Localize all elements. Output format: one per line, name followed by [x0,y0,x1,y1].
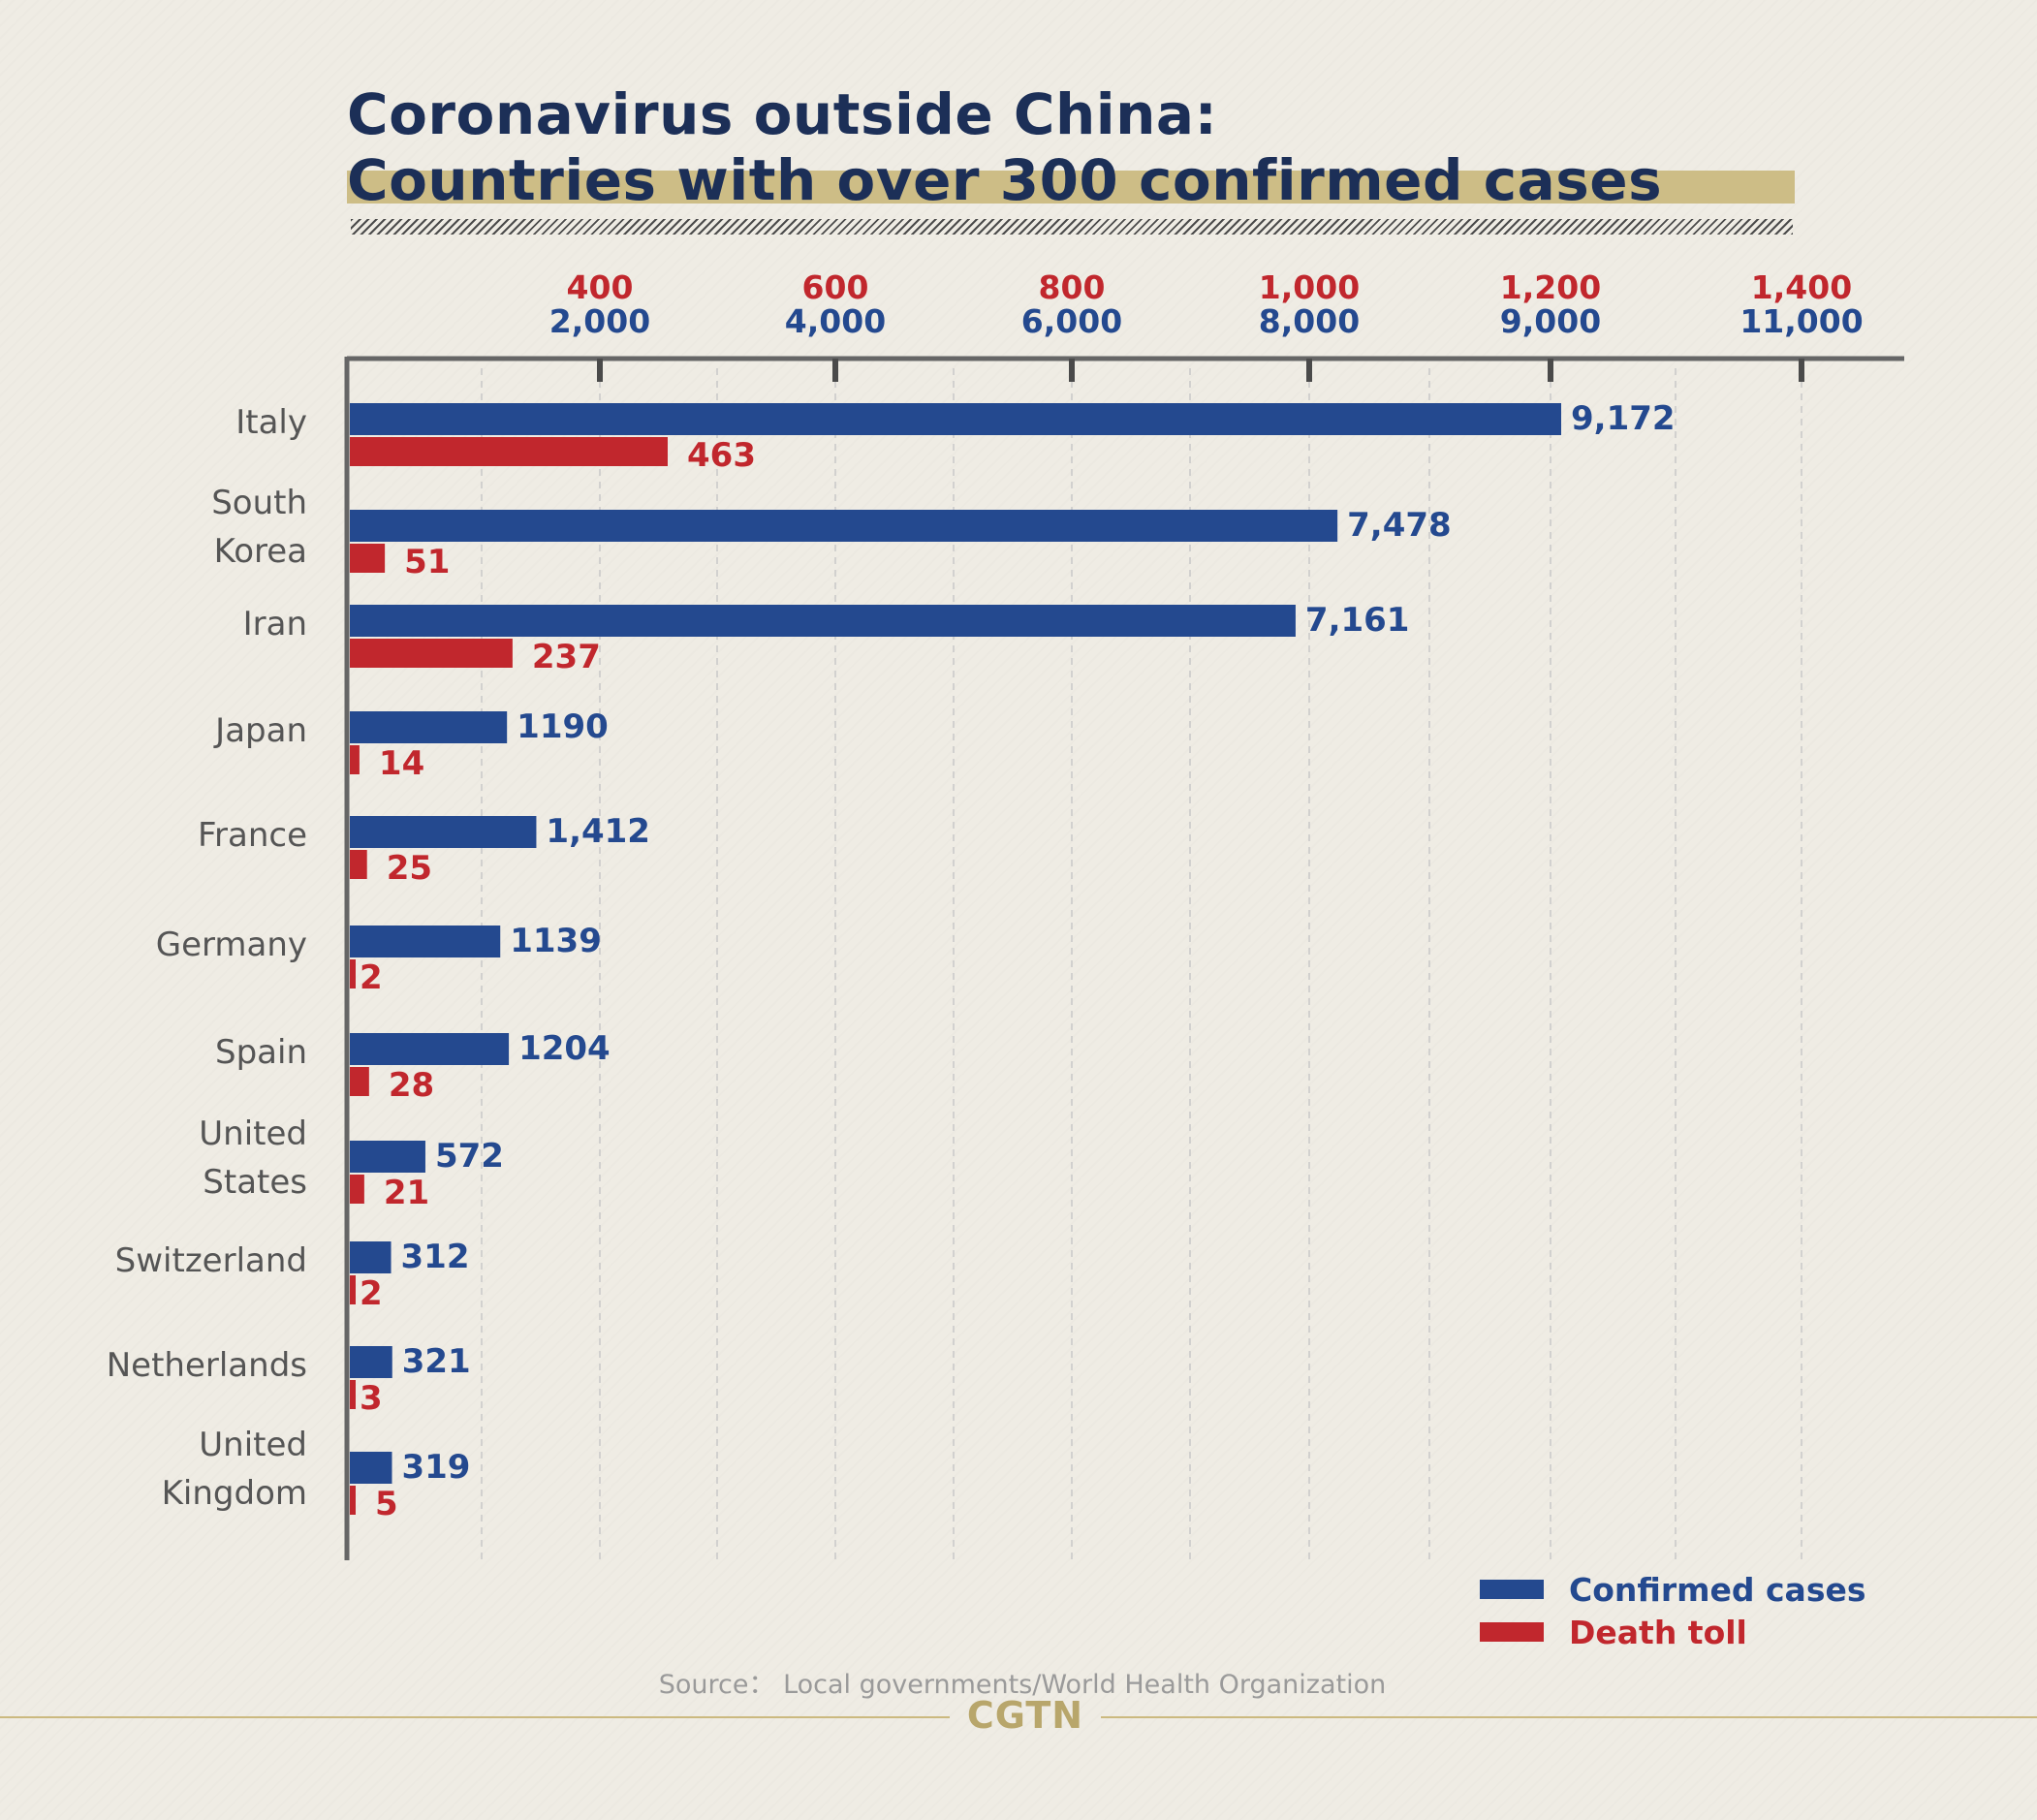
chart-title-line2: Countries with over 300 confirmed cases [347,147,1663,213]
category-label: Netherlands [107,1346,307,1385]
bar-death [350,1380,356,1409]
chart-title-line1: Coronavirus outside China: [347,81,1218,147]
bar-death [350,437,668,466]
data-label-death: 5 [375,1485,398,1523]
brand-logo: CGTN [966,1694,1084,1737]
bar-confirmed [350,1033,510,1065]
tick-label-death-scale: 1,200 [1500,268,1601,306]
category-label: Iran [243,605,307,643]
axes: 4002,0006004,0008006,0001,0008,0001,2009… [344,268,1904,1560]
data-label-death: 237 [532,638,601,676]
category-label: Germany [156,926,307,964]
category-label: South Korea [211,484,307,571]
data-label-confirmed: 319 [401,1448,470,1487]
legend-swatch-death [1480,1622,1544,1642]
bar-death [350,1175,364,1204]
data-label-death: 2 [360,1274,383,1313]
bar-death [350,745,360,774]
tick-label-death-scale: 1,400 [1751,268,1852,306]
tick-label-confirmed-scale: 2,000 [549,302,650,340]
grid-lines [481,368,1802,1560]
data-label-confirmed: 9,172 [1571,399,1676,438]
tick-label-confirmed-scale: 11,000 [1739,302,1863,340]
data-label-confirmed: 1,412 [546,812,650,851]
data-label-death: 2 [360,958,383,997]
data-label-confirmed: 1190 [517,707,609,746]
data-label-confirmed: 1204 [518,1029,611,1068]
legend-swatch-confirmed [1480,1580,1544,1599]
bar-death [350,1275,356,1304]
bar-confirmed [350,605,1296,637]
bar-death [350,639,513,668]
labels: 9,172 463 Italy 7,478 51 South Korea 7,161 237 Ir… [107,399,1676,1523]
data-label-confirmed: 7,478 [1347,506,1452,545]
tick-label-confirmed-scale: 6,000 [1021,302,1122,340]
data-label-confirmed: 312 [401,1238,470,1276]
bar-death [350,850,367,879]
category-label: France [198,816,307,855]
bar-death [350,959,356,988]
bar-confirmed [350,926,501,957]
legend-label-death: Death toll [1569,1613,1747,1651]
footer-rule-right [1101,1716,2037,1718]
bar-confirmed [350,816,537,848]
bar-confirmed [350,403,1561,435]
bar-confirmed [350,1346,392,1378]
data-label-death: 463 [687,436,756,475]
data-label-death: 51 [404,543,450,581]
category-label: United States [199,1114,307,1202]
bar-confirmed [350,1241,392,1273]
tick-label-confirmed-scale: 8,000 [1259,302,1360,340]
tick-label-confirmed-scale: 4,000 [785,302,886,340]
category-label: Japan [213,711,307,750]
data-label-confirmed: 1139 [510,922,602,960]
tick-label-death-scale: 800 [1039,268,1106,306]
category-label: Switzerland [115,1241,307,1280]
category-label: Spain [215,1033,307,1072]
bar-confirmed [350,510,1338,542]
legend-item-confirmed: Confirmed cases [1480,1570,1866,1609]
tick-label-death-scale: 600 [802,268,869,306]
bar-confirmed [350,711,508,743]
data-label-death: 28 [389,1066,434,1105]
bars [350,403,1561,1515]
tick-label-death-scale: 1,000 [1259,268,1360,306]
source-note: Source： Local governments/World Health O… [658,1670,1387,1700]
data-label-death: 25 [387,849,432,888]
legend-label-confirmed: Confirmed cases [1569,1570,1866,1609]
bar-confirmed [350,1452,392,1484]
title-highlight-bar [347,171,1795,204]
data-label-death: 14 [379,744,424,783]
data-label-death: 3 [360,1379,383,1418]
legend-item-death: Death toll [1480,1613,1747,1651]
category-label: United Kingdom [162,1426,307,1513]
tick-label-confirmed-scale: 9,000 [1500,302,1601,340]
bar-death [350,1486,356,1515]
data-label-confirmed: 7,161 [1305,601,1410,640]
data-label-confirmed: 321 [402,1342,471,1381]
bar-confirmed [350,1141,425,1173]
data-label-confirmed: 572 [435,1137,504,1176]
tick-label-death-scale: 400 [567,268,634,306]
bar-death [350,544,386,573]
title-hatch-divider [351,219,1793,235]
footer-rule-left [0,1716,950,1718]
data-label-death: 21 [384,1174,429,1212]
bar-death [350,1067,369,1096]
category-label: Italy [235,403,307,442]
